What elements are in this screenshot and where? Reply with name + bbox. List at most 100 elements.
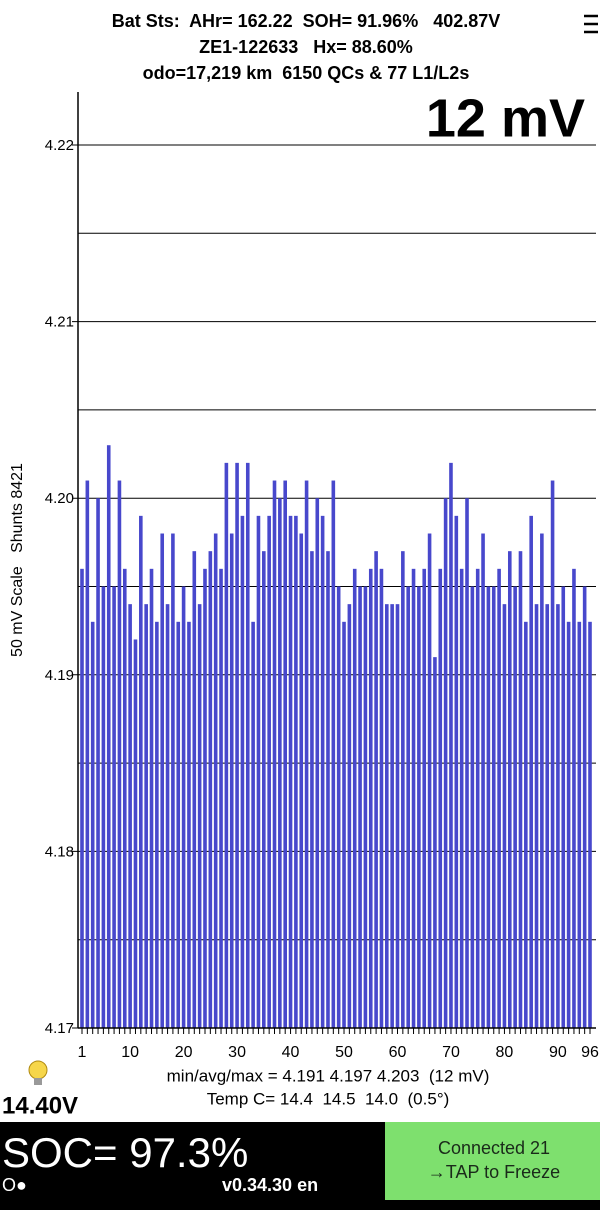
- bar: [155, 621, 159, 1028]
- bar: [374, 551, 378, 1028]
- bar: [133, 639, 138, 1028]
- bar: [582, 586, 587, 1028]
- version: v0.34.30 en: [222, 1175, 318, 1195]
- bar: [208, 551, 213, 1028]
- bar: [513, 586, 517, 1028]
- voltage: 14.40V: [2, 1092, 78, 1119]
- bar: [197, 604, 202, 1028]
- bar: [117, 480, 122, 1028]
- bar: [213, 533, 218, 1028]
- y-tick-label: 4.19: [45, 667, 74, 684]
- bar: [219, 568, 223, 1028]
- bar: [262, 551, 266, 1028]
- bar: [422, 568, 427, 1028]
- bar: [192, 551, 197, 1028]
- bar: [128, 604, 132, 1028]
- bulb-icon: [28, 1060, 48, 1085]
- bar: [529, 515, 533, 1028]
- soc: SOC= 97.3%: [2, 1129, 248, 1176]
- bar: [385, 604, 389, 1028]
- bar: [390, 604, 394, 1028]
- freeze-button[interactable]: Connected 21 →TAP to Freeze: [385, 1122, 600, 1200]
- bar: [459, 568, 464, 1028]
- x-tick-label: 40: [282, 1044, 300, 1061]
- bar: [310, 551, 314, 1028]
- bar: [577, 621, 582, 1028]
- bar: [358, 586, 362, 1028]
- bar: [267, 515, 271, 1028]
- bar: [203, 568, 207, 1028]
- bar: [165, 604, 170, 1028]
- bar: [187, 621, 191, 1028]
- x-tick-label: 96: [581, 1044, 599, 1061]
- bar: [556, 604, 560, 1028]
- x-tick-label: 90: [549, 1044, 567, 1061]
- bar: [406, 586, 410, 1028]
- bar: [278, 498, 282, 1028]
- bar: [336, 586, 341, 1028]
- bar: [427, 533, 432, 1028]
- bar: [588, 621, 592, 1028]
- bar: [176, 621, 181, 1028]
- header-line: odo=17,219 km 6150 QCs & 77 L1/L2s: [143, 63, 470, 83]
- bar: [80, 568, 84, 1028]
- bar: [507, 551, 512, 1028]
- menu-icon[interactable]: [584, 14, 598, 34]
- bar: [347, 604, 352, 1028]
- bar: [497, 568, 501, 1028]
- bar: [251, 621, 255, 1028]
- bar: [454, 515, 459, 1028]
- bar: [96, 498, 100, 1028]
- bar: [106, 445, 111, 1029]
- bar: [486, 586, 491, 1028]
- bar: [320, 515, 325, 1028]
- bar: [342, 621, 346, 1028]
- bar: [224, 462, 229, 1028]
- bar: [288, 515, 293, 1028]
- bar: [417, 586, 421, 1028]
- bar: [352, 568, 357, 1028]
- bar: [545, 604, 550, 1028]
- bar: [502, 604, 507, 1028]
- bar: [449, 462, 453, 1028]
- bar: [272, 480, 277, 1028]
- bar: [294, 515, 298, 1028]
- bar: [433, 657, 437, 1028]
- bar: [411, 568, 416, 1028]
- x-tick-label: 70: [442, 1044, 460, 1061]
- y-tick-label: 4.18: [45, 843, 74, 860]
- bar: [550, 480, 555, 1028]
- bar: [481, 533, 485, 1028]
- bar: [566, 621, 571, 1028]
- bar: [561, 586, 566, 1028]
- button-label[interactable]: Connected 21: [438, 1138, 550, 1158]
- header-line: Bat Sts: AHr= 162.22 SOH= 91.96% 402.87V: [112, 11, 501, 31]
- bar: [256, 515, 261, 1028]
- temperature: Temp C= 14.4 14.5 14.0 (0.5°): [207, 1089, 450, 1108]
- bar: [112, 586, 116, 1028]
- bar: [160, 533, 165, 1028]
- bar: [540, 533, 544, 1028]
- bar: [149, 568, 154, 1028]
- x-tick-label: 50: [335, 1044, 353, 1061]
- bar: [171, 533, 175, 1028]
- bar: [331, 480, 336, 1028]
- bar: [368, 568, 373, 1028]
- header-line: ZE1-122633 Hx= 88.60%: [199, 37, 413, 57]
- bar: [572, 568, 576, 1028]
- bar: [524, 621, 528, 1028]
- bar: [518, 551, 523, 1028]
- button-label[interactable]: →TAP to Freeze: [428, 1162, 560, 1182]
- bar: [245, 462, 250, 1028]
- y-tick-label: 4.22: [45, 137, 74, 154]
- plot: 4.17 4.18 4.19 4.20 4.21 4.22 1 10 20 30 40 50 60 70 8…: [45, 92, 599, 1061]
- bar: [90, 621, 95, 1028]
- indicator: O●: [2, 1175, 27, 1195]
- bar: [299, 533, 304, 1028]
- bar: [304, 480, 309, 1028]
- bar: [395, 604, 400, 1028]
- bar: [401, 551, 405, 1028]
- bar: [139, 515, 143, 1028]
- y-tick-label: 4.17: [45, 1020, 74, 1037]
